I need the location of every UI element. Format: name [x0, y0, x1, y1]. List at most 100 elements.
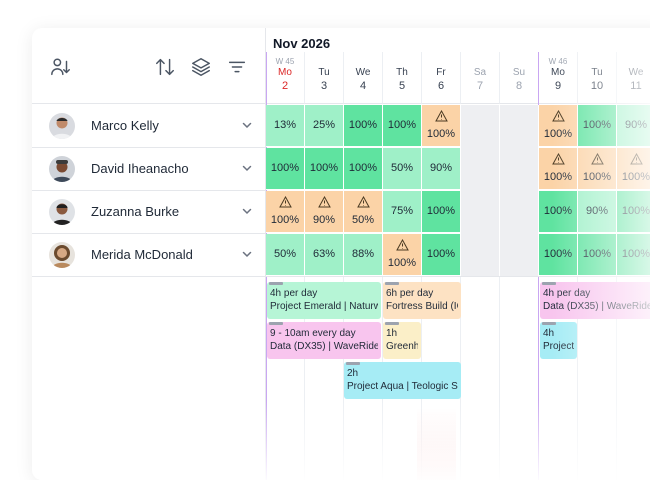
utilization-cell[interactable]: 100%: [539, 105, 578, 147]
day-header[interactable]: Su 8: [500, 52, 539, 104]
weekend-cell: [500, 105, 539, 277]
day-number: 8: [515, 80, 523, 92]
person-name: David Iheanacho: [91, 161, 189, 176]
chevron-down-icon[interactable]: [241, 162, 253, 174]
utilization-value: 50%: [390, 162, 414, 174]
utilization-value: 100%: [426, 128, 456, 140]
chevron-down-icon[interactable]: [241, 248, 253, 260]
utilization-value: 100%: [621, 248, 650, 260]
day-name: Mo: [551, 67, 565, 78]
drag-handle[interactable]: [542, 282, 556, 285]
utilization-cell[interactable]: 100%: [266, 191, 305, 233]
drag-handle[interactable]: [385, 282, 399, 285]
utilization-cell[interactable]: 90%: [422, 148, 461, 190]
task-bar[interactable]: 4h per day Data (DX35) | WaveRide: [540, 282, 650, 319]
utilization-cell[interactable]: 100%: [344, 148, 383, 190]
task-project: Fortress Build (IC: [386, 301, 458, 312]
utilization-cell[interactable]: 100%: [539, 148, 578, 190]
utilization-cell[interactable]: 100%: [617, 148, 650, 190]
person-row[interactable]: Zuzanna Burke: [32, 191, 266, 234]
utilization-cell[interactable]: 100%: [344, 105, 383, 147]
task-bar[interactable]: 4h per day Project Emerald | Naturwo: [267, 282, 381, 319]
task-bar[interactable]: 2h Project Aqua | Teologic Sys: [344, 362, 461, 399]
utilization-cell[interactable]: 100%: [617, 191, 650, 233]
people-column: Marco Kelly David Iheanacho Zuzanna Burk…: [32, 28, 266, 480]
week-label: W 46: [548, 57, 568, 66]
utilization-cell[interactable]: 50%: [383, 148, 422, 190]
day-header[interactable]: We 11: [617, 52, 650, 104]
warning-icon: [396, 239, 409, 251]
utilization-cell[interactable]: 90%: [578, 191, 617, 233]
task-bar[interactable]: 9 - 10am every day Data (DX35) | WaveRid…: [267, 322, 381, 359]
utilization-cell[interactable]: 50%: [344, 191, 383, 233]
utilization-value: 100%: [543, 171, 573, 183]
utilization-cell[interactable]: 100%: [383, 105, 422, 147]
task-hours: 4h per day: [270, 288, 318, 299]
drag-handle[interactable]: [542, 322, 556, 325]
utilization-value: 90%: [312, 214, 336, 226]
task-bar[interactable]: 4h Project A: [540, 322, 577, 359]
utilization-cell[interactable]: 100%: [422, 105, 461, 147]
utilization-cell[interactable]: 90%: [305, 191, 344, 233]
day-header[interactable]: Fr 6: [422, 52, 461, 104]
utilization-cell[interactable]: 100%: [266, 148, 305, 190]
utilization-cell[interactable]: 13%: [266, 105, 305, 147]
day-header[interactable]: Sa 7: [461, 52, 500, 104]
utilization-value: 88%: [351, 248, 375, 260]
utilization-cell[interactable]: 100%: [305, 148, 344, 190]
warning-icon: [552, 110, 565, 122]
utilization-cell[interactable]: 100%: [578, 234, 617, 276]
drag-handle[interactable]: [346, 362, 360, 365]
drag-handle[interactable]: [269, 322, 283, 325]
utilization-value: 100%: [387, 257, 417, 269]
sort-arrows-icon[interactable]: [154, 56, 176, 78]
utilization-value: 100%: [543, 128, 573, 140]
grid-line: [499, 277, 500, 480]
day-header[interactable]: Tu 3: [305, 52, 344, 104]
person-row[interactable]: Merida McDonald: [32, 234, 266, 277]
utilization-cell[interactable]: 100%: [539, 191, 578, 233]
chevron-down-icon[interactable]: [241, 205, 253, 217]
utilization-cell[interactable]: 100%: [422, 191, 461, 233]
drag-handle[interactable]: [385, 322, 399, 325]
task-bar[interactable]: 6h per day Fortress Build (IC: [383, 282, 461, 319]
chevron-down-icon[interactable]: [241, 119, 253, 131]
utilization-cell[interactable]: 100%: [578, 148, 617, 190]
utilization-value: 100%: [426, 205, 456, 217]
sort-users-icon[interactable]: [50, 56, 72, 78]
warning-icon: [357, 196, 370, 208]
avatar: [49, 242, 75, 268]
utilization-cell[interactable]: 63%: [305, 234, 344, 276]
day-header[interactable]: W 46 Mo 9: [539, 52, 578, 104]
utilization-cell[interactable]: 75%: [383, 191, 422, 233]
utilization-value: 100%: [621, 205, 650, 217]
person-name: Merida McDonald: [91, 247, 193, 262]
utilization-cell[interactable]: 88%: [344, 234, 383, 276]
utilization-cell[interactable]: 100%: [578, 105, 617, 147]
utilization-cell[interactable]: 100%: [617, 234, 650, 276]
utilization-cell[interactable]: 100%: [539, 234, 578, 276]
day-header[interactable]: Th 5: [383, 52, 422, 104]
drag-handle[interactable]: [269, 282, 283, 285]
utilization-cell[interactable]: 100%: [383, 234, 422, 276]
day-header[interactable]: We 4: [344, 52, 383, 104]
day-header[interactable]: W 45 Mo 2: [266, 52, 305, 104]
utilization-cell[interactable]: 100%: [422, 234, 461, 276]
utilization-cell[interactable]: 90%: [617, 105, 650, 147]
filter-icon[interactable]: [226, 56, 248, 78]
utilization-value: 75%: [390, 205, 414, 217]
task-hours: 2h: [347, 368, 359, 379]
utilization-cell[interactable]: 50%: [266, 234, 305, 276]
utilization-value: 100%: [426, 248, 456, 260]
day-number: 7: [476, 80, 484, 92]
avatar: [49, 156, 75, 182]
day-header[interactable]: Tu 10: [578, 52, 617, 104]
utilization-value: 13%: [273, 119, 297, 131]
task-bar[interactable]: 1h Greenhc: [383, 322, 421, 359]
person-row[interactable]: Marco Kelly: [32, 105, 266, 148]
utilization-value: 25%: [312, 119, 336, 131]
utilization-cell[interactable]: 25%: [305, 105, 344, 147]
person-row[interactable]: David Iheanacho: [32, 148, 266, 191]
layers-icon[interactable]: [190, 56, 212, 78]
day-number: 5: [398, 80, 406, 92]
